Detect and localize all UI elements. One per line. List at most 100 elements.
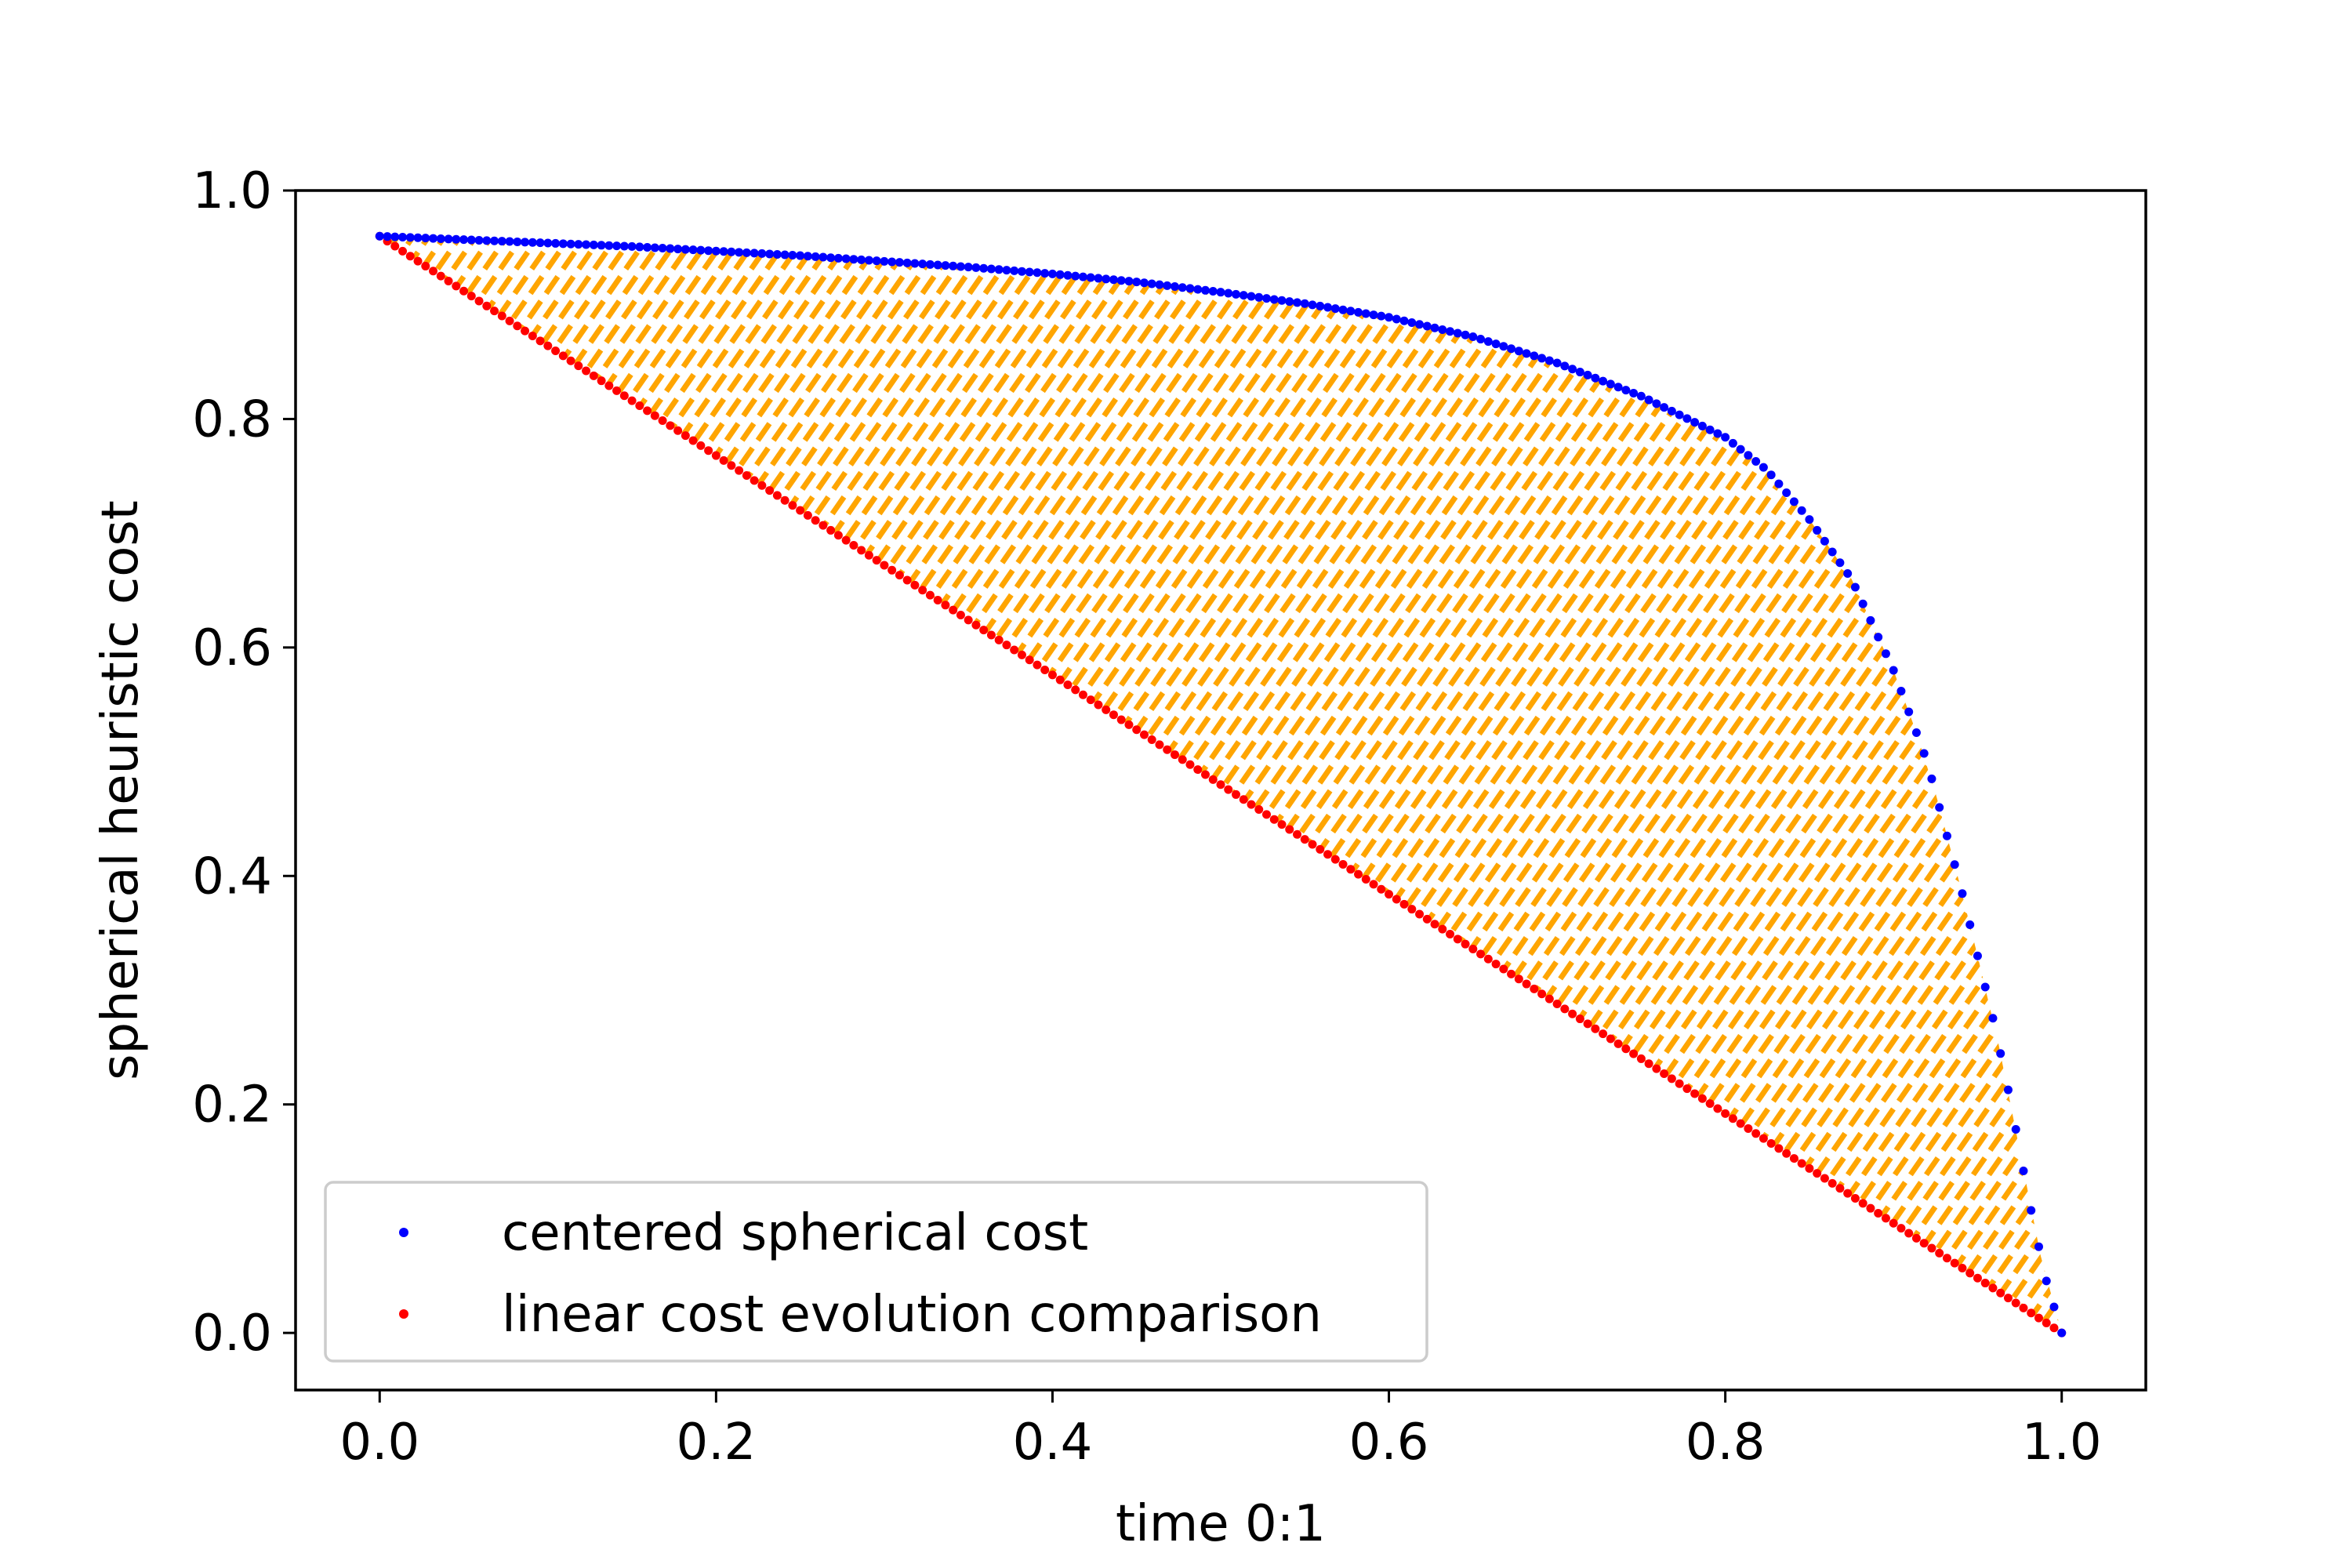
linear-cost-point [1568,1009,1577,1018]
spherical-cost-point [612,241,622,251]
linear-cost-point [1613,1039,1623,1048]
spherical-cost-point [466,235,476,245]
linear-cost-point [1216,780,1225,789]
linear-cost-point [1866,1203,1875,1213]
linear-cost-point [1759,1134,1768,1143]
linear-cost-point [2019,1303,2028,1312]
linear-cost-point [1285,825,1294,834]
linear-cost-point [1958,1263,1967,1272]
linear-cost-point [543,341,553,350]
spherical-cost-point [1285,297,1294,307]
linear-cost-point [696,441,706,450]
spherical-cost-point [1606,379,1615,389]
spherical-cost-point [1010,266,1019,275]
y-axis: 0.0 0.2 0.4 0.6 0.8 1.0 [192,162,296,1363]
spherical-cost-point [1025,267,1034,277]
spherical-cost-point [1216,288,1225,297]
spherical-cost-point [1896,686,1906,695]
linear-cost-point [1476,949,1486,959]
linear-cost-point [429,267,438,276]
spherical-cost-point [1361,309,1370,318]
spherical-cost-point [1797,506,1806,515]
y-tick-label: 1.0 [192,162,272,220]
linear-cost-point [1766,1139,1776,1149]
linear-cost-point [1507,969,1516,978]
linear-cost-point [1499,964,1508,974]
legend-marker-red [399,1309,408,1319]
spherical-cost-point [811,252,820,261]
linear-cost-point [1346,865,1356,874]
linear-cost-point [956,611,965,620]
spherical-cost-point [1522,349,1531,358]
spherical-cost-point [2019,1166,2028,1175]
linear-cost-point [803,510,812,520]
linear-cost-point [582,366,591,376]
spherical-cost-point [429,234,438,243]
linear-cost-point [1293,829,1302,839]
linear-cost-point [1193,765,1203,775]
linear-cost-point [1040,665,1050,674]
y-axis-label: spherical heuristic cost [92,500,150,1080]
linear-cost-point [918,586,927,595]
linear-cost-point [818,521,828,530]
linear-cost-point [964,615,973,625]
spherical-cost-point [383,232,392,241]
spherical-cost-point [421,234,430,243]
spherical-cost-point [1644,395,1653,405]
series-layer [375,231,2067,1338]
spherical-cost-point [1102,274,1111,284]
spherical-cost-point [833,253,843,263]
linear-cost-point [1392,895,1401,904]
linear-cost-point [1713,1104,1722,1113]
spherical-cost-point [1599,376,1608,386]
linear-cost-point [1621,1044,1631,1054]
spherical-cost-point [1965,920,1975,930]
spherical-cost-point [1744,451,1753,460]
linear-cost-point [1813,1169,1822,1178]
hatch-line [379,236,721,1334]
hatch-line [379,236,800,1334]
linear-cost-point [2003,1294,2013,1303]
spherical-cost-point [925,260,935,269]
linear-cost-point [444,277,453,286]
hatch-line [379,236,1066,1334]
x-tick-label: 0.6 [1349,1414,1429,1472]
spherical-cost-point [1338,305,1348,314]
spherical-cost-point [589,240,598,249]
spherical-cost-point [619,241,629,251]
linear-cost-point [413,256,423,266]
spherical-cost-point [1782,488,1791,497]
spherical-cost-point [1109,275,1118,285]
hatch-line [379,236,1160,1334]
linear-cost-point [1438,924,1447,934]
spherical-cost-point [551,238,561,248]
linear-cost-point [735,466,744,475]
linear-cost-point [2042,1318,2051,1327]
linear-cost-point [1774,1144,1784,1153]
linear-cost-point [1591,1024,1600,1033]
spherical-cost-point [1163,281,1172,290]
linear-cost-point [1652,1064,1661,1073]
spherical-cost-point [375,231,384,241]
hatch-line [379,236,1098,1334]
spherical-cost-point [558,239,568,249]
linear-cost-point [1361,875,1370,884]
spherical-cost-point [627,241,637,251]
spherical-cost-point [528,238,537,247]
linear-cost-point [1935,1248,1944,1258]
linear-cost-point [1782,1149,1791,1158]
linear-cost-point [1407,905,1417,914]
linear-cost-point [750,476,759,485]
linear-cost-point [681,431,690,441]
linear-cost-point [1606,1034,1615,1044]
spherical-cost-point [597,241,606,250]
linear-cost-point [528,331,537,340]
x-axis-label: time 0:1 [1116,1495,1326,1553]
hatch-line [379,236,1035,1334]
linear-cost-point [788,501,797,510]
linear-cost-point [711,451,720,460]
linear-cost-point [658,416,667,426]
linear-cost-point [757,481,767,490]
linear-cost-point [1071,685,1080,695]
spherical-cost-point [1950,860,1959,869]
